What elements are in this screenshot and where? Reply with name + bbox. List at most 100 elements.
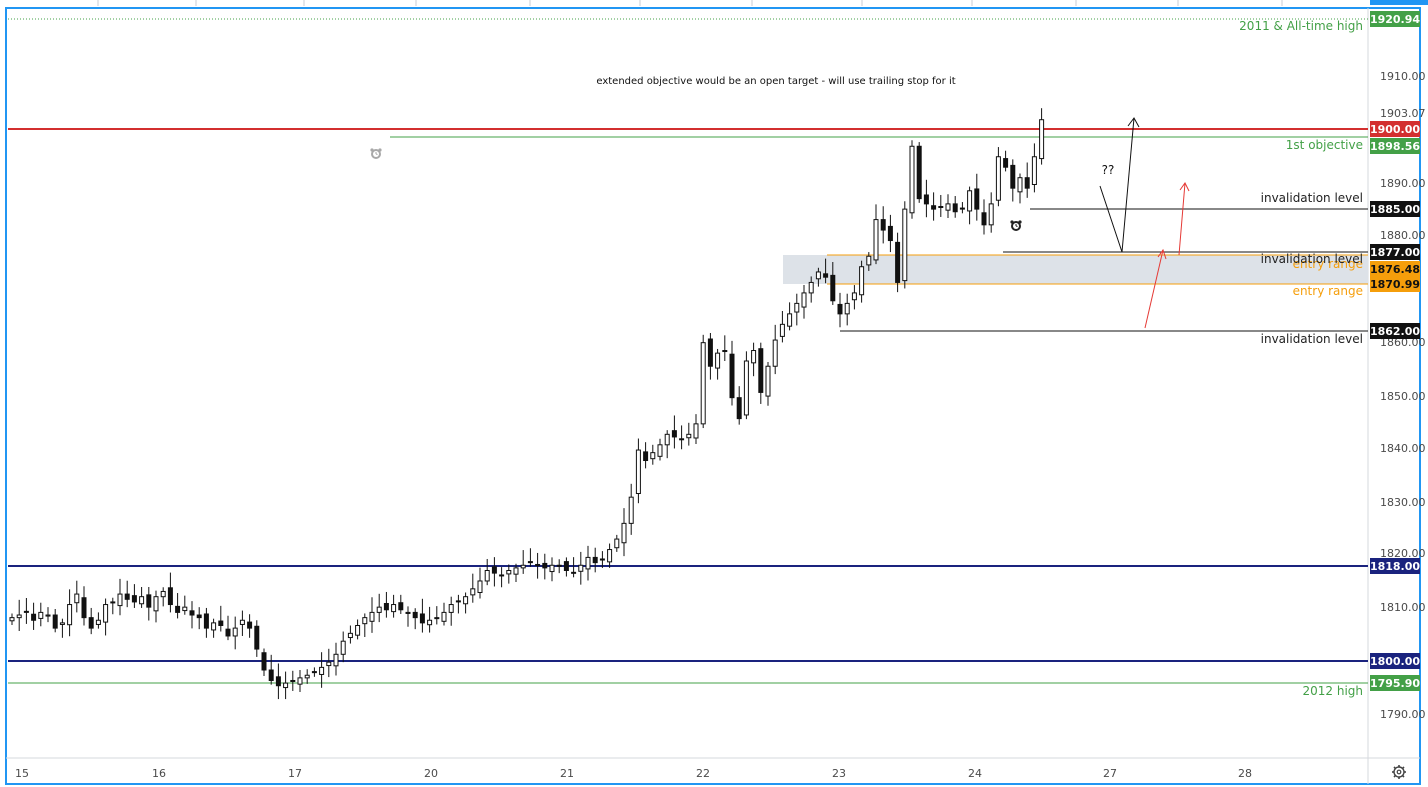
candle-body	[218, 620, 224, 626]
candle-body	[110, 601, 116, 604]
badge-1870: 1870.99	[1370, 278, 1420, 291]
candle-body	[866, 255, 872, 266]
candle-body	[679, 438, 685, 441]
price-badges: 1920.94 1900.00 1898.56 1885.00 1877.00 …	[1370, 11, 1420, 691]
candle-body	[693, 423, 699, 439]
badge-1920: 1920.94	[1370, 13, 1420, 26]
candle-body	[844, 302, 850, 315]
caption-2012-high: 2012 high	[1302, 684, 1363, 698]
candle-body	[59, 622, 65, 625]
candle-body	[391, 604, 397, 613]
candle-body	[225, 628, 231, 637]
badge-1818-bg	[1370, 558, 1420, 574]
candle-body	[1039, 119, 1045, 160]
badge-1876: 1876.48	[1370, 263, 1420, 276]
candle-body	[45, 614, 51, 617]
candle-body	[311, 671, 317, 674]
candle-body	[578, 564, 584, 572]
candle-body	[427, 619, 433, 626]
candle-body	[801, 292, 807, 308]
caption-invalidation-1862: invalidation level	[1261, 332, 1363, 346]
candle-body	[563, 561, 569, 572]
caption-entry-range-top: entry range	[1293, 257, 1363, 271]
candle-body	[103, 604, 109, 623]
time-tick-23: 23	[832, 767, 846, 780]
candle-body	[477, 580, 483, 593]
candle-body	[268, 669, 274, 681]
black-scenario-arrow	[1099, 117, 1135, 253]
candle-body	[52, 614, 58, 629]
alarm-clock-icon[interactable]	[1010, 220, 1022, 231]
price-tick-1860: 1860.00	[1380, 336, 1426, 349]
candle-body	[571, 571, 577, 574]
candle-body	[1003, 158, 1009, 168]
price-tick-1910: 1910.00	[1380, 70, 1426, 83]
candle-body	[643, 451, 649, 462]
candle-body	[628, 496, 634, 524]
candle-body	[938, 205, 944, 208]
candle-body	[880, 219, 886, 231]
scenario-arrows	[1099, 117, 1190, 329]
candle-body	[405, 611, 411, 614]
candle-body	[513, 567, 519, 575]
badge-1870-bg	[1370, 276, 1420, 292]
candlestick-series	[9, 108, 1045, 700]
candle-body	[772, 339, 778, 367]
time-tick-22: 22	[696, 767, 710, 780]
candle-body	[333, 653, 339, 667]
red-arrow-left-head	[1157, 248, 1167, 260]
chart-frame	[5, 7, 1421, 785]
alarm-clock-icon[interactable]	[370, 148, 382, 159]
red-arrow-right-head	[1179, 182, 1190, 192]
candle-body	[203, 613, 209, 629]
candle-body	[902, 208, 908, 282]
badge-1862: 1862.00	[1370, 325, 1420, 338]
candle-body	[1024, 177, 1030, 189]
time-tick-20: 20	[424, 767, 438, 780]
caption-all-time-high: 2011 & All-time high	[1239, 19, 1363, 33]
candle-body	[369, 611, 375, 622]
candle-body	[650, 452, 656, 460]
candle-body	[139, 596, 145, 605]
candle-body	[499, 574, 505, 577]
candle-body	[261, 652, 267, 671]
candle-body	[290, 679, 296, 682]
price-axis[interactable]: 1910.00 1903.07 1890.00 1880.00 1860.00 …	[1380, 70, 1426, 721]
candle-body	[837, 303, 843, 315]
candle-body	[599, 558, 605, 561]
candle-body	[923, 194, 929, 205]
candle-body	[895, 241, 901, 283]
badge-1800-bg	[1370, 653, 1420, 669]
candle-body	[959, 207, 965, 210]
candle-body	[434, 617, 440, 620]
badge-1877: 1877.00	[1370, 246, 1420, 259]
candle-body	[916, 145, 922, 200]
time-axis[interactable]: 15 16 17 20 21 22 23 24 27 28	[15, 767, 1252, 780]
candle-body	[67, 604, 73, 626]
badge-1862-bg	[1370, 323, 1420, 339]
candle-body	[175, 605, 181, 613]
time-tick-21: 21	[560, 767, 574, 780]
candle-body	[239, 619, 245, 625]
price-tick-1880: 1880.00	[1380, 229, 1426, 242]
candle-body	[31, 613, 37, 621]
badge-1900-bg	[1370, 121, 1420, 137]
top-grid-ticks	[97, 0, 1283, 6]
candle-body	[751, 350, 757, 364]
candle-body	[167, 587, 173, 606]
badge-1900: 1900.00	[1370, 123, 1420, 136]
candle-body	[549, 564, 555, 573]
gear-icon[interactable]	[1392, 765, 1406, 779]
candle-body	[686, 433, 692, 439]
candle-body	[319, 666, 325, 675]
candle-body	[211, 622, 217, 631]
candle-body	[491, 566, 497, 574]
candle-body	[232, 627, 238, 637]
candle-body	[657, 444, 663, 457]
candle-body	[995, 156, 1001, 201]
badge-1795-bg	[1370, 675, 1420, 691]
candle-body	[506, 570, 512, 575]
candle-body	[254, 625, 260, 650]
candle-body	[362, 617, 368, 625]
